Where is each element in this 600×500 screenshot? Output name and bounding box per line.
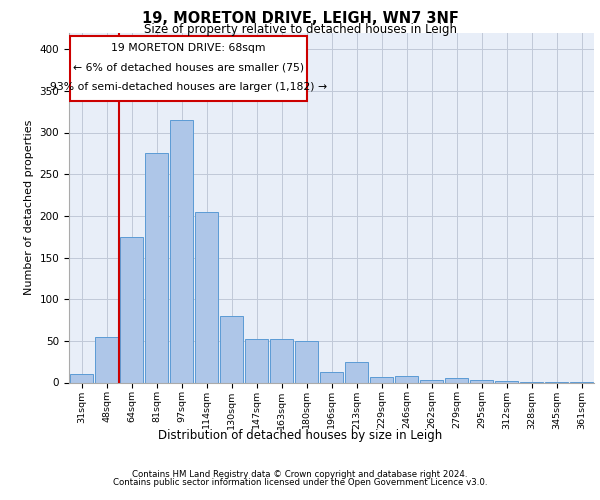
Bar bbox=[170, 120, 193, 382]
Bar bbox=[395, 376, 418, 382]
Bar bbox=[470, 380, 493, 382]
Text: Contains HM Land Registry data © Crown copyright and database right 2024.: Contains HM Land Registry data © Crown c… bbox=[132, 470, 468, 479]
Text: 93% of semi-detached houses are larger (1,182) →: 93% of semi-detached houses are larger (… bbox=[50, 82, 327, 92]
Bar bbox=[95, 336, 118, 382]
Y-axis label: Number of detached properties: Number of detached properties bbox=[24, 120, 34, 295]
Bar bbox=[220, 316, 243, 382]
Bar bbox=[295, 341, 318, 382]
Bar bbox=[370, 376, 393, 382]
Bar bbox=[245, 339, 268, 382]
Text: Distribution of detached houses by size in Leigh: Distribution of detached houses by size … bbox=[158, 430, 442, 442]
Bar bbox=[270, 339, 293, 382]
Text: 19 MORETON DRIVE: 68sqm: 19 MORETON DRIVE: 68sqm bbox=[111, 42, 266, 52]
Text: 19, MORETON DRIVE, LEIGH, WN7 3NF: 19, MORETON DRIVE, LEIGH, WN7 3NF bbox=[142, 11, 458, 26]
Text: Contains public sector information licensed under the Open Government Licence v3: Contains public sector information licen… bbox=[113, 478, 487, 487]
FancyBboxPatch shape bbox=[70, 36, 307, 101]
Bar bbox=[120, 236, 143, 382]
Bar bbox=[70, 374, 93, 382]
Bar bbox=[420, 380, 443, 382]
Bar bbox=[195, 212, 218, 382]
Bar bbox=[320, 372, 343, 382]
Bar bbox=[345, 362, 368, 382]
Bar bbox=[445, 378, 468, 382]
Bar bbox=[495, 381, 518, 382]
Text: ← 6% of detached houses are smaller (75): ← 6% of detached houses are smaller (75) bbox=[73, 62, 304, 72]
Text: Size of property relative to detached houses in Leigh: Size of property relative to detached ho… bbox=[143, 22, 457, 36]
Bar bbox=[145, 154, 168, 382]
